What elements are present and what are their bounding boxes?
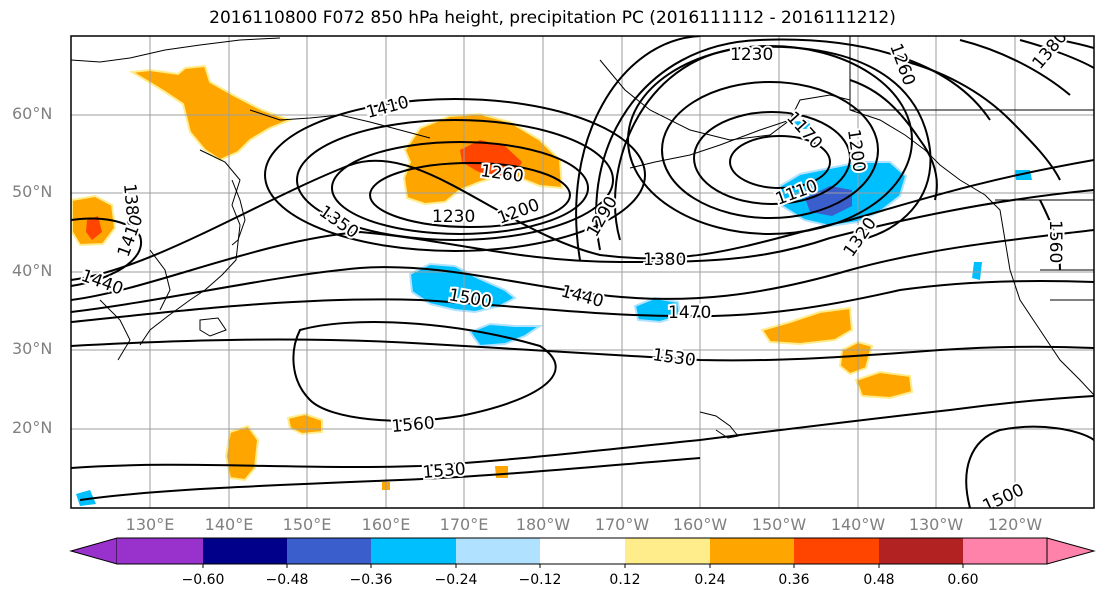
colorbar-segment	[710, 538, 794, 564]
precip-positive-region	[838, 340, 874, 376]
colorbar-tick-label: 0.60	[947, 572, 979, 588]
colorbar-segment	[287, 538, 371, 564]
contour-label: 1560	[391, 413, 436, 437]
contour-label: 1440	[559, 282, 606, 313]
contour-label: 1410	[114, 212, 148, 259]
contour-label: 1530	[422, 459, 467, 483]
lon-label: 130°E	[125, 515, 175, 534]
colorbar-tick-label: 0.48	[863, 572, 895, 588]
contour-label: 1470	[668, 303, 711, 323]
lon-label: 170°E	[439, 515, 489, 534]
precip-positive-region	[495, 466, 508, 478]
contour-label: 1230	[730, 45, 773, 65]
precip-negative-region	[972, 262, 982, 280]
colorbar-segment	[540, 538, 625, 564]
colorbar-tick-label: −0.12	[518, 572, 562, 588]
contour-label: 1530	[651, 345, 697, 371]
lon-label: 120°W	[987, 515, 1043, 534]
lon-label: 150°E	[282, 515, 332, 534]
contour-label: 1230	[432, 207, 475, 227]
colorbar	[69, 537, 1096, 568]
colorbar-segment	[371, 538, 456, 564]
colorbar-segment	[456, 538, 540, 564]
precip-positive-region	[760, 306, 854, 346]
contour-label: 1380	[643, 250, 686, 270]
lat-label: 20°N	[12, 418, 53, 437]
colorbar-segment	[794, 538, 879, 564]
colorbar-tick-label: −0.24	[434, 572, 478, 588]
precip-positive-core	[86, 216, 102, 240]
contour-label: 1260	[479, 161, 525, 187]
colorbar-segment	[879, 538, 963, 564]
precip-negative-region	[408, 262, 517, 314]
height-contours	[71, 36, 1094, 508]
colorbar-tick-label: 0.36	[778, 572, 810, 588]
colorbar-tick-label: −0.60	[181, 572, 225, 588]
contour-label: 1380	[1029, 27, 1072, 73]
coastlines	[71, 36, 1094, 439]
lon-label: 160°E	[361, 515, 411, 534]
colorbar-tick-label: 0.24	[694, 572, 726, 588]
colorbar-segment	[203, 538, 287, 564]
contour-label: 1410	[364, 92, 411, 123]
lat-label: 30°N	[12, 339, 53, 358]
precip-negative-region	[792, 120, 812, 130]
lon-label: 130°W	[908, 515, 964, 534]
lon-label: 180°W	[515, 515, 571, 534]
colorbar-segment	[625, 538, 710, 564]
colorbar-tick-label: −0.36	[349, 572, 393, 588]
colorbar-extend-high	[1046, 537, 1096, 565]
lon-label: 170°W	[594, 515, 650, 534]
colorbar-segment	[963, 538, 1047, 564]
colorbar-tick-label: 0.12	[609, 572, 641, 588]
precip-positive-region	[128, 64, 293, 162]
precip-positive-region	[854, 370, 914, 400]
map-title: 2016110800 F072 850 hPa height, precipit…	[209, 8, 896, 28]
lon-label: 140°W	[830, 515, 886, 534]
precip-positive-core	[460, 140, 522, 180]
lon-label: 140°E	[204, 515, 254, 534]
map-frame	[70, 35, 1095, 509]
colorbar-tick-label: −0.48	[265, 572, 309, 588]
lat-label: 40°N	[12, 261, 53, 280]
lon-label: 150°W	[751, 515, 807, 534]
contour-label: 1560	[1045, 220, 1065, 263]
contour-label: 1500	[980, 480, 1028, 516]
lat-label: 50°N	[12, 182, 53, 201]
precip-positive-region	[286, 412, 323, 436]
precip-positive-region	[224, 424, 260, 482]
precip-negative-region	[468, 322, 544, 348]
precip-negative-region	[76, 490, 96, 506]
colorbar-segment	[117, 538, 203, 564]
lon-label: 160°W	[672, 515, 728, 534]
colorbar-extend-low	[69, 537, 118, 565]
lat-label: 60°N	[12, 104, 53, 123]
